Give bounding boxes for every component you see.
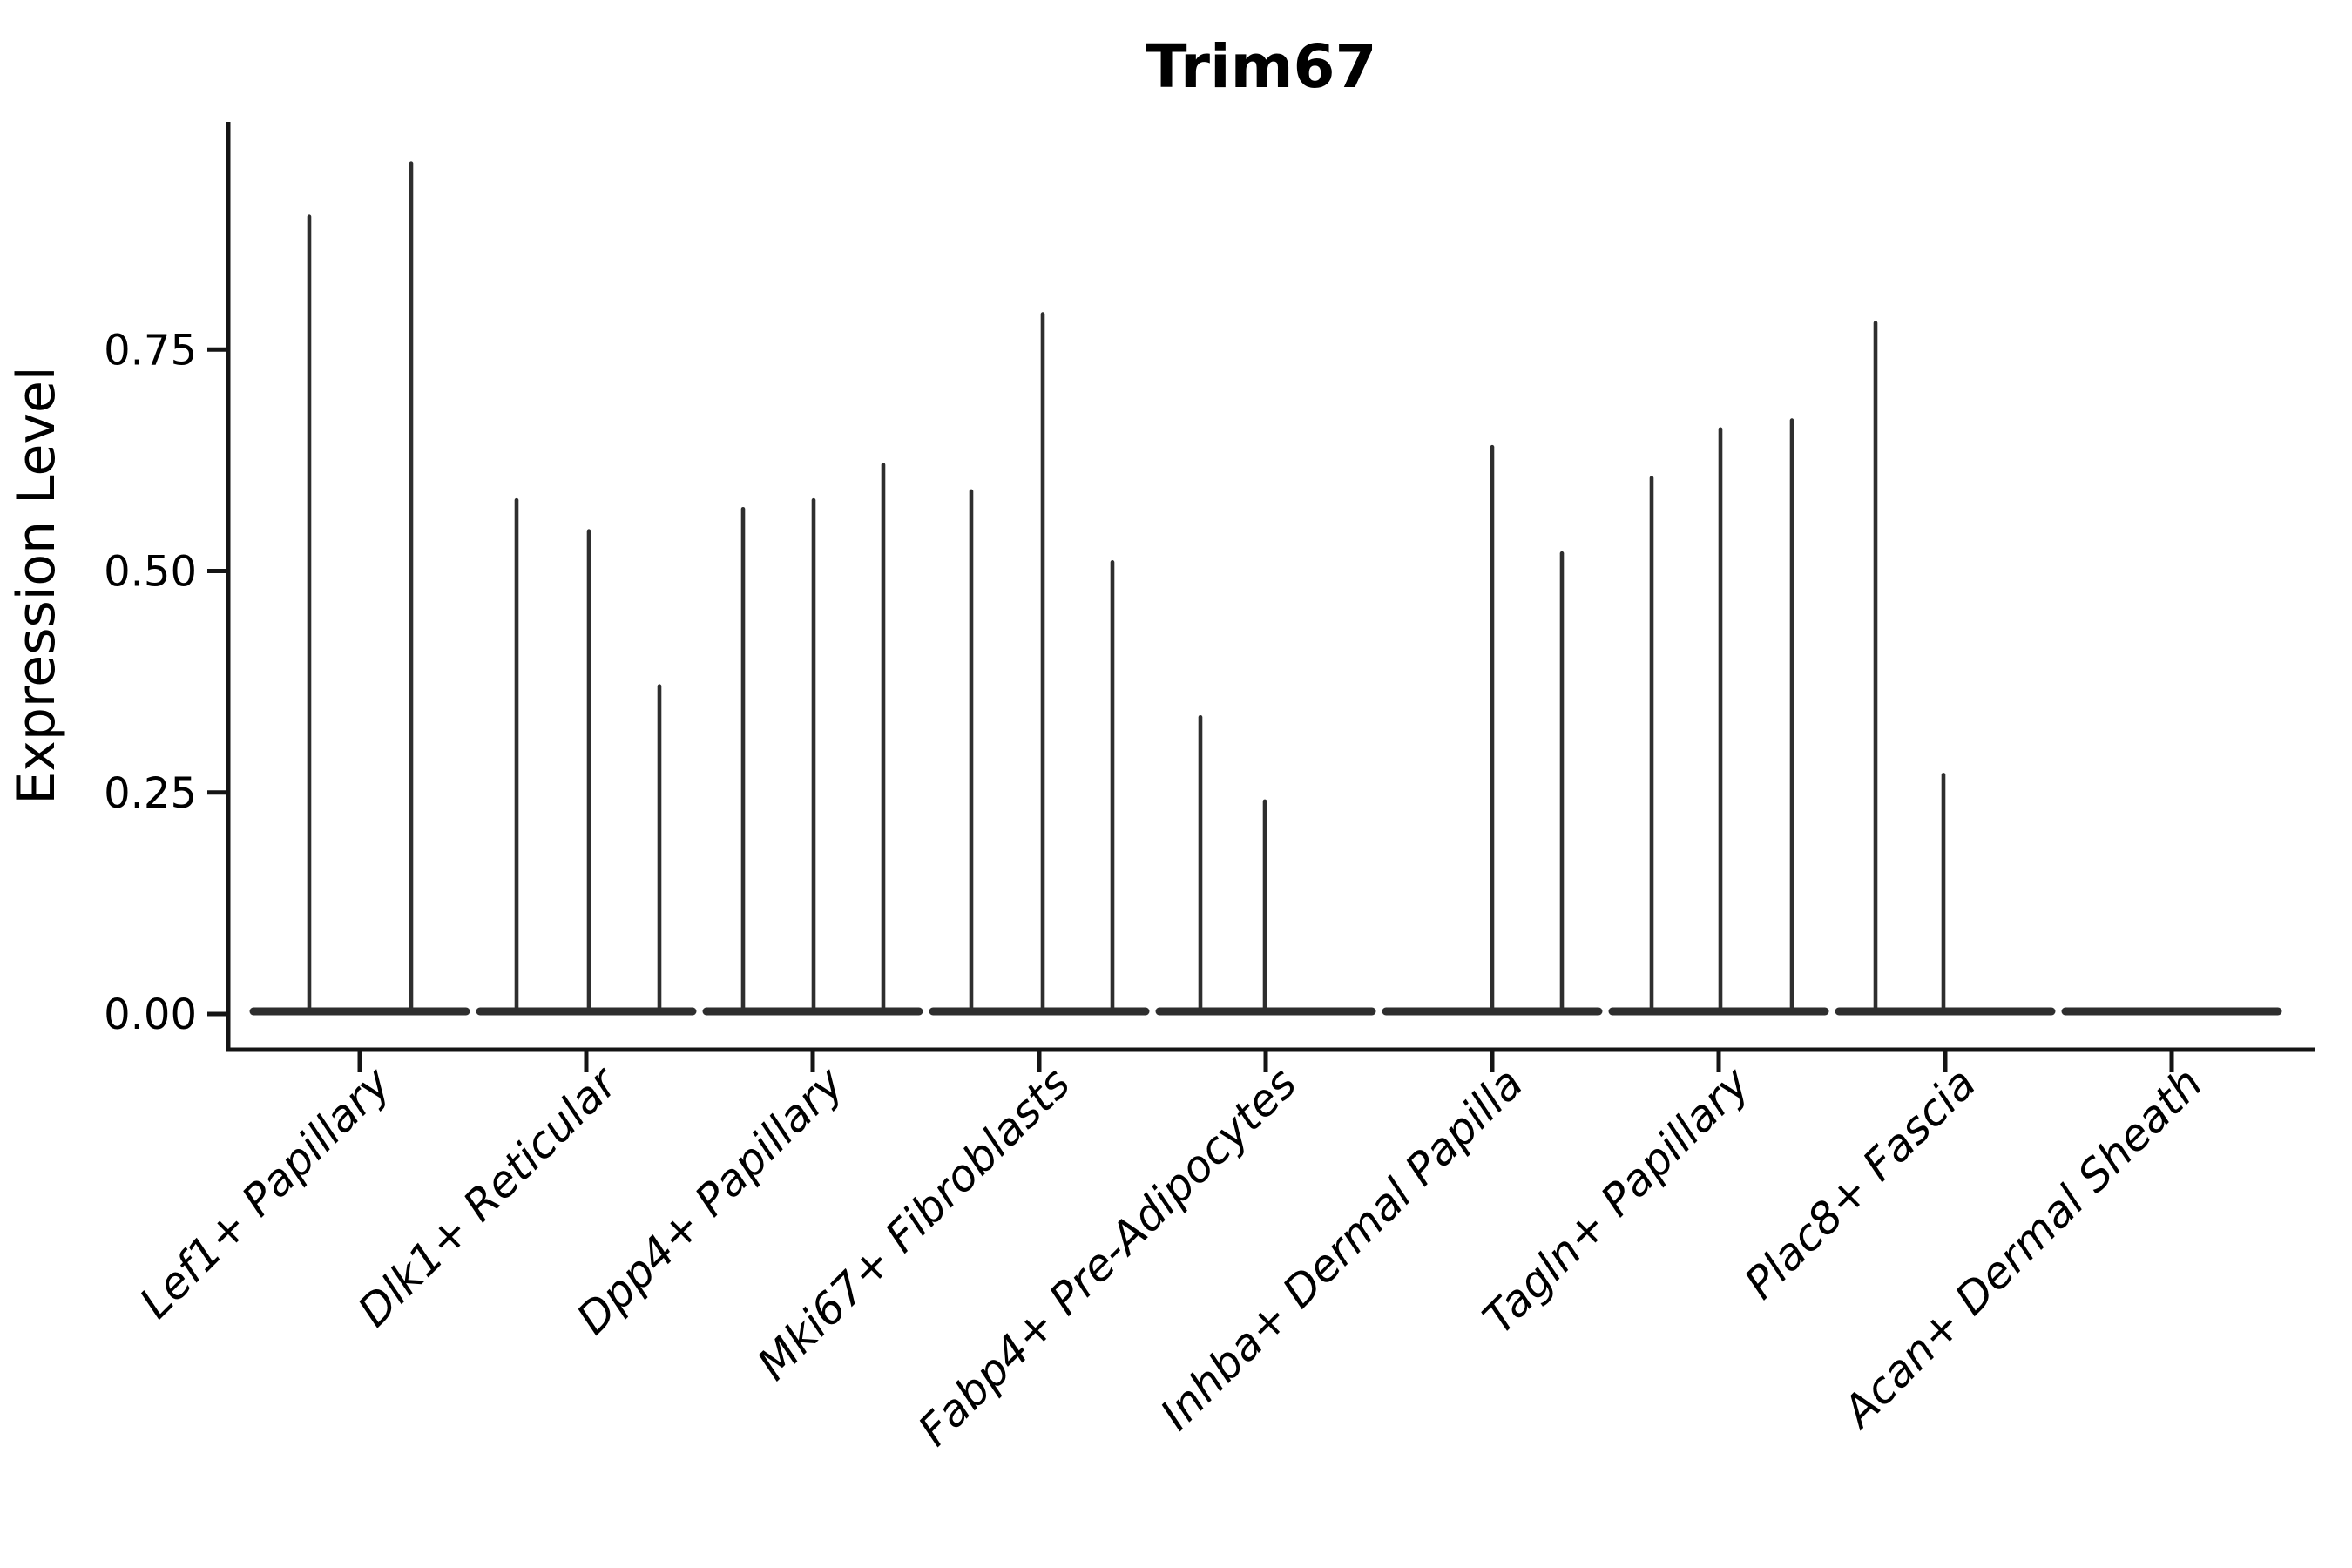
- y-tick-label: 0.75: [104, 326, 197, 375]
- violin-group: [1382, 444, 1603, 1016]
- y-axis: 0.00 0.25 0.50 0.75: [104, 122, 231, 1052]
- x-tick-label: Fabp4+ Pre-Adipocytes: [909, 1058, 1307, 1456]
- violin-group: [1608, 418, 1829, 1016]
- violin-series: [249, 161, 2282, 1016]
- violin-group: [1835, 321, 2056, 1016]
- y-axis-label: Expression Level: [6, 366, 67, 804]
- x-tick-label: Inhba+ Dermal Papilla: [1151, 1058, 1532, 1439]
- y-tick-label: 0.25: [104, 769, 197, 818]
- y-tick-label: 0.50: [104, 548, 197, 597]
- plot-title: Trim67: [1146, 32, 1376, 102]
- x-tick-label: Plac8+ Fascia: [1735, 1058, 1986, 1308]
- violin-group: [249, 161, 470, 1016]
- y-tick-label: 0.00: [104, 990, 197, 1039]
- violin-group: [702, 463, 923, 1016]
- violin-group: [929, 312, 1150, 1016]
- violin-group: [476, 497, 697, 1016]
- violin-group: [1155, 715, 1376, 1016]
- x-tick-label: Acan+ Dermal Sheath: [1832, 1058, 2213, 1438]
